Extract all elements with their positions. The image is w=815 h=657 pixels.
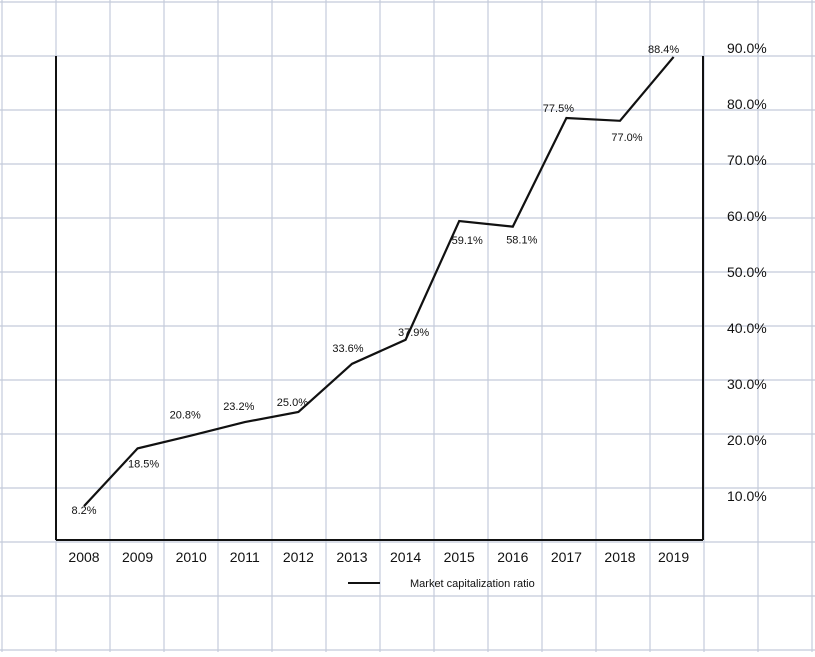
x-tick-label: 2018 — [604, 549, 635, 565]
y-tick-label: 40.0% — [727, 320, 767, 336]
y-tick-label: 20.0% — [727, 432, 767, 448]
axes: 2008 2009 2010 2011 2012 2013 2014 2015 2016 2017… — [55, 40, 767, 565]
y-tick-label: 60.0% — [727, 208, 767, 224]
y-tick-label: 10.0% — [727, 488, 767, 504]
data-label: 77.5% — [543, 103, 574, 115]
data-label: 33.6% — [332, 343, 363, 355]
legend: Market capitalization ratio — [348, 578, 535, 590]
y-tick-label: 70.0% — [727, 152, 767, 168]
data-label: 25.0% — [277, 397, 308, 409]
data-label: 18.5% — [128, 458, 159, 470]
y-tick-label: 80.0% — [727, 96, 767, 112]
y-tick-label: 90.0% — [727, 40, 767, 56]
data-label: 59.1% — [452, 235, 483, 247]
data-label: 88.4% — [648, 44, 679, 56]
x-tick-label: 2012 — [283, 549, 314, 565]
x-tick-label: 2010 — [176, 549, 207, 565]
x-tick-label: 2013 — [336, 549, 367, 565]
data-label: 77.0% — [611, 132, 642, 144]
x-tick-label: 2011 — [230, 549, 260, 565]
series-line — [83, 56, 675, 507]
data-label: 20.8% — [170, 410, 201, 422]
series: 8.2% 18.5% 20.8% 23.2% 25.0% 33.6% 37.9% 59.1% 5… — [71, 44, 679, 517]
x-tick-label: 2009 — [122, 549, 153, 565]
x-tick-label: 2014 — [390, 549, 421, 565]
data-label: 37.9% — [398, 327, 429, 339]
x-tick-label: 2017 — [551, 549, 582, 565]
data-label: 58.1% — [506, 235, 537, 247]
y-tick-label: 50.0% — [727, 264, 767, 280]
data-label: 23.2% — [223, 401, 254, 413]
x-tick-label: 2008 — [68, 549, 99, 565]
legend-label: Market capitalization ratio — [410, 578, 535, 590]
x-tick-label: 2019 — [658, 549, 689, 565]
x-tick-label: 2016 — [497, 549, 528, 565]
data-label: 8.2% — [71, 505, 96, 517]
x-tick-label: 2015 — [444, 549, 475, 565]
y-tick-label: 30.0% — [727, 376, 767, 392]
